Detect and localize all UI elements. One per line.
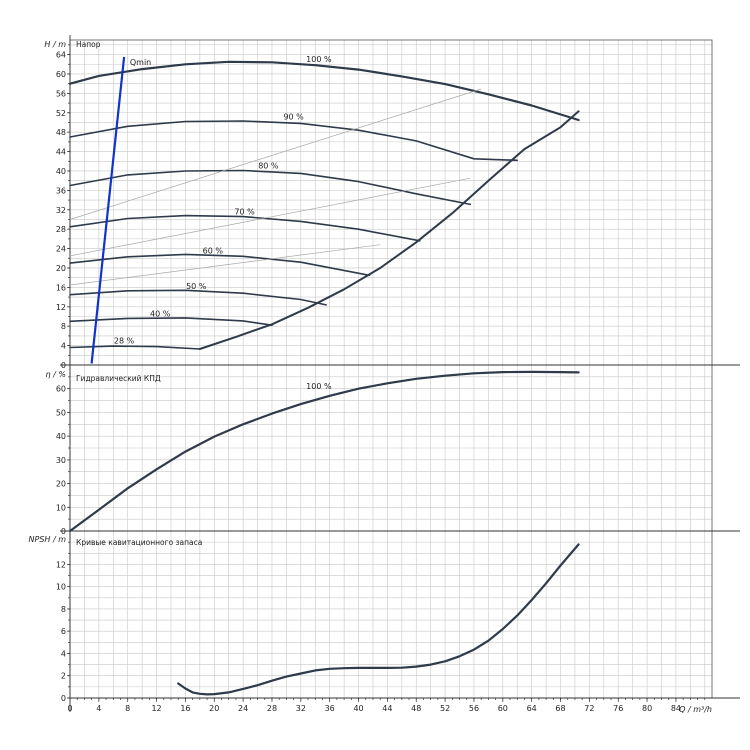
y-tick-label: 40 (56, 432, 66, 441)
y-tick-label: 4 (61, 342, 66, 351)
x-tick-label: 52 (440, 704, 450, 713)
x-tick-label: 56 (469, 704, 479, 713)
y-tick-label: 60 (56, 70, 66, 79)
x-tick-label: 20 (209, 704, 219, 713)
x-tick-label: 60 (498, 704, 508, 713)
head-curve-label: 50 % (186, 282, 207, 291)
head-curve-label: 80 % (258, 162, 279, 171)
y-tick-label: 40 (56, 167, 66, 176)
head-curve-7 (69, 317, 273, 326)
y-tick-label: 50 (56, 408, 66, 417)
y-tick-label: 44 (56, 148, 66, 157)
x-tick-label: 40 (353, 704, 363, 713)
head-curve-label: 100 % (306, 55, 332, 64)
x-tick-label: 4 (96, 704, 101, 713)
head-panel-title: Напор (76, 40, 101, 49)
x-tick-label: 72 (584, 704, 594, 713)
x-tick-label: 68 (555, 704, 565, 713)
y-tick-label: 6 (61, 627, 66, 636)
x-tick-label: 44 (382, 704, 392, 713)
y-tick-label: 2 (61, 672, 66, 681)
head-curve-3 (69, 169, 472, 206)
y-tick-label: 20 (56, 264, 66, 273)
y-tick-label: 64 (56, 51, 66, 60)
x-tick-label: 0 (67, 704, 72, 713)
npsh-curve (177, 543, 580, 696)
head-curve-8 (69, 345, 201, 350)
head-curve-label: 70 % (234, 208, 255, 217)
y-tick-label: 10 (56, 503, 66, 512)
y-tick-label: 8 (61, 605, 66, 614)
y-tick-label: 10 (56, 583, 66, 592)
head-curve-9 (198, 110, 580, 350)
head-curve-4 (69, 214, 421, 242)
npsh-axis-label: NPSH / m (29, 535, 67, 544)
head-curve-11 (69, 177, 471, 257)
y-tick-label: 16 (56, 283, 66, 292)
y-tick-label: 0 (61, 527, 66, 536)
x-tick-label: 8 (125, 704, 130, 713)
y-tick-label: 0 (61, 361, 66, 370)
y-tick-label: 12 (56, 560, 66, 569)
y-tick-label: 28 (56, 225, 66, 234)
y-tick-label: 24 (56, 245, 66, 254)
x-tick-label: 28 (267, 704, 277, 713)
head-axis-label: H / m (44, 40, 66, 49)
head-curve-2 (69, 120, 518, 162)
curves (68, 56, 580, 696)
y-tick-label: 48 (56, 128, 66, 137)
head-curve-label: 60 % (203, 246, 224, 255)
x-tick-label: 84 (671, 704, 681, 713)
head-curve-label: Qmin (130, 58, 151, 67)
head-curve-6 (69, 289, 327, 306)
x-tick-label: 16 (180, 704, 190, 713)
y-tick-label: 30 (56, 456, 66, 465)
head-curve-5 (69, 253, 371, 277)
head-curve-13 (90, 56, 126, 364)
head-curve-label: 40 % (150, 309, 171, 318)
x-tick-label: 12 (151, 704, 161, 713)
axis-ticks (67, 44, 706, 702)
y-tick-label: 0 (61, 694, 66, 703)
efficiency-axis-label: η / % (46, 370, 66, 379)
efficiency-curve-label: 100 % (306, 382, 332, 391)
x-tick-label: 24 (238, 704, 248, 713)
y-tick-label: 20 (56, 480, 66, 489)
npsh-panel-title: Кривые кавитационного запаса (76, 538, 202, 547)
head-curve-label: 90 % (283, 113, 304, 122)
y-tick-label: 36 (56, 186, 66, 195)
x-tick-label: 80 (642, 704, 652, 713)
y-tick-label: 12 (56, 303, 66, 312)
efficiency-panel-title: Гидравлический КПД (76, 374, 161, 383)
flow-axis-label: Q / m³/h (679, 705, 712, 714)
grid-lines (70, 40, 712, 698)
y-tick-label: 8 (61, 322, 66, 331)
x-tick-label: 76 (613, 704, 623, 713)
x-tick-label: 64 (527, 704, 537, 713)
head-curve-label: 28 % (114, 337, 135, 346)
x-tick-label: 36 (325, 704, 335, 713)
head-curve-12 (69, 244, 381, 286)
y-tick-label: 32 (56, 206, 66, 215)
x-tick-label: 48 (411, 704, 421, 713)
y-tick-label: 56 (56, 89, 66, 98)
x-tick-label: 32 (296, 704, 306, 713)
head-curve-1 (68, 60, 580, 122)
efficiency-curve (68, 370, 580, 533)
y-tick-label: 60 (56, 385, 66, 394)
y-tick-label: 52 (56, 109, 66, 118)
labels: 0481216202428323640444852566064010203040… (56, 51, 681, 713)
y-tick-label: 4 (61, 649, 66, 658)
head-curve-10 (69, 88, 482, 220)
